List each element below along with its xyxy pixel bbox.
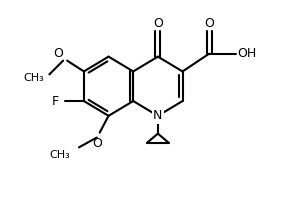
Text: CH₃: CH₃ — [24, 73, 44, 83]
Text: O: O — [92, 137, 102, 150]
Text: OH: OH — [237, 47, 256, 60]
Text: O: O — [204, 17, 214, 30]
Text: N: N — [153, 109, 163, 122]
Text: O: O — [153, 17, 163, 30]
Text: O: O — [53, 47, 63, 60]
Text: F: F — [52, 95, 59, 108]
Text: CH₃: CH₃ — [49, 150, 70, 160]
